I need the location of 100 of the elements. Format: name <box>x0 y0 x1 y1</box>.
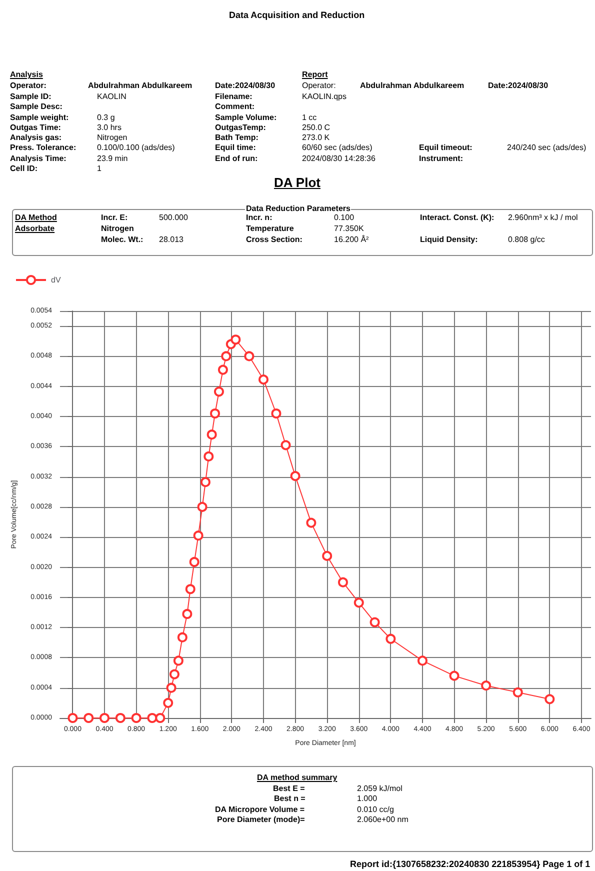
text: Operator: <box>302 81 336 91</box>
text: Press. Tolerance: <box>10 143 76 153</box>
text: 0.808 g/cc <box>508 235 545 245</box>
text: 1 <box>97 164 102 174</box>
text: Report <box>302 70 328 80</box>
text: Pore Diameter (mode)= <box>217 815 305 825</box>
text: Molec. Wt.: <box>101 235 144 245</box>
point <box>189 556 200 567</box>
point <box>169 669 180 680</box>
text: Sample weight: <box>10 113 69 123</box>
text: Best E = <box>273 784 305 794</box>
text: Operator: <box>10 81 46 91</box>
point <box>155 713 166 723</box>
text: Report id:{1307658232:20240830 221853954} Page 1 of 1 <box>350 858 590 870</box>
point <box>386 634 396 644</box>
text: Abdulrahman Abdulkareem <box>88 81 192 91</box>
text: Date:2024/08/30 <box>488 81 548 91</box>
chart-title: DA Plot <box>274 175 320 191</box>
point <box>131 713 142 723</box>
text: 2.960nm³ x kJ / mol <box>508 213 578 223</box>
text: 1 cc <box>302 113 317 123</box>
point <box>185 584 196 594</box>
text: Filename: <box>215 92 252 102</box>
text: Outgas Time: <box>10 123 61 133</box>
text: 28.013 <box>159 235 184 245</box>
point <box>193 530 204 541</box>
point <box>177 632 188 642</box>
point <box>354 598 364 608</box>
text: Comment: <box>215 102 255 112</box>
point <box>204 451 214 462</box>
text: 273.0 K <box>302 133 330 143</box>
text: Cell ID: <box>10 164 38 174</box>
text: End of run: <box>215 154 258 164</box>
text: Analysis <box>10 70 43 80</box>
text: 250.0 C <box>302 123 330 133</box>
point <box>417 656 428 666</box>
point <box>218 364 228 375</box>
text: Adsorbate <box>15 224 55 234</box>
point <box>206 430 217 440</box>
text: Analysis gas: <box>10 133 62 143</box>
point <box>280 440 291 450</box>
point <box>306 518 316 528</box>
point <box>271 408 282 418</box>
point <box>338 577 348 588</box>
point <box>115 713 126 723</box>
point <box>230 334 241 345</box>
text: Temperature <box>246 224 294 234</box>
text: Nitrogen <box>97 133 128 143</box>
text: OutgasTemp: <box>215 123 266 133</box>
text: Liquid Density: <box>420 235 478 245</box>
point <box>68 713 78 723</box>
text: Sample Volume: <box>215 113 277 123</box>
point <box>100 713 110 723</box>
text: 16.200 Å² <box>334 235 369 245</box>
legend-label: dV <box>51 276 62 284</box>
text: Analysis Time: <box>10 154 66 164</box>
text: Instrument: <box>419 154 463 164</box>
text: 60/60 sec (ads/des) <box>302 143 372 153</box>
text: Sample ID: <box>10 92 52 102</box>
point <box>147 713 158 723</box>
point <box>221 351 232 362</box>
text: 3.0 hrs <box>97 123 122 133</box>
point <box>481 680 492 691</box>
point <box>182 608 192 619</box>
point <box>173 656 184 666</box>
text: Best n = <box>274 794 306 804</box>
text: 2024/08/30 14:28:36 <box>302 154 376 164</box>
point <box>163 698 174 708</box>
text: DA Micropore Volume = <box>215 805 305 815</box>
point <box>544 694 555 704</box>
point <box>214 386 224 397</box>
text: Abdulrahman Abdulkareem <box>360 81 464 91</box>
point <box>166 682 176 693</box>
text: 77.350K <box>334 224 364 234</box>
text: 0.010 cc/g <box>357 805 394 815</box>
point <box>244 351 254 362</box>
text: KAOLIN <box>97 92 126 102</box>
point <box>200 477 210 488</box>
text: 23.9 min <box>97 154 128 164</box>
text: Data Reduction Parameters <box>245 204 352 214</box>
text: Incr. E: <box>101 213 128 223</box>
text: 2.060e+00 nm <box>357 815 408 825</box>
text: DA Method <box>15 213 57 223</box>
point <box>449 670 460 681</box>
text: Equil timeout: <box>419 143 472 153</box>
point <box>322 550 332 561</box>
text: 240/240 sec (ads/des) <box>507 143 586 153</box>
point <box>290 471 300 482</box>
text: KAOLIN.qps <box>302 92 346 102</box>
point <box>84 713 94 723</box>
text: 2.059 kJ/mol <box>357 784 402 794</box>
chart-subtitle: Data Acquisition and Reduction <box>229 9 365 21</box>
point <box>258 374 268 385</box>
point <box>370 617 380 628</box>
text: 500.000 <box>159 213 188 223</box>
point <box>210 408 220 418</box>
text: DA method summary <box>257 773 338 783</box>
text: Equil time: <box>215 143 256 153</box>
text: 0.3 g <box>97 113 115 123</box>
text: Incr. n: <box>246 213 272 223</box>
